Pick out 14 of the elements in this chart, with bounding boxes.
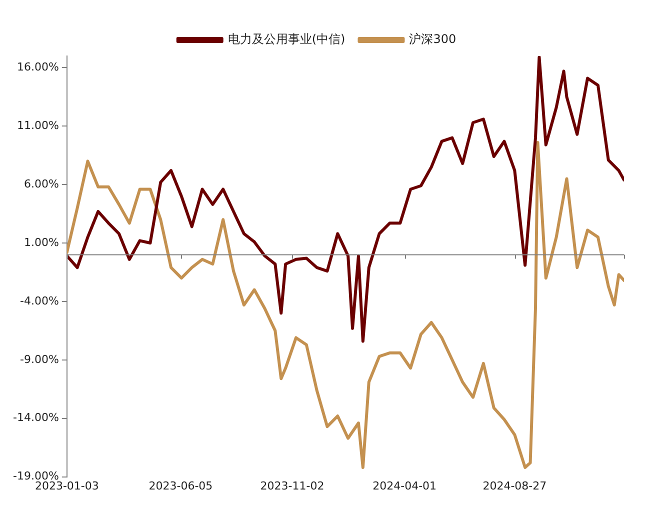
x-tick-label: 2024-08-27 [482,479,547,492]
legend-label: 沪深300 [409,32,456,46]
x-tick-label: 2023-06-05 [148,479,213,492]
y-tick-label: -14.00% [12,411,59,424]
x-tick-label: 2024-04-01 [372,479,437,492]
legend-label: 电力及公用事业(中信) [228,32,346,46]
y-tick-label: -4.00% [20,294,59,308]
y-tick-label: 16.00% [16,60,59,74]
y-tick-label: 11.00% [16,118,59,132]
y-tick-label: 6.00% [24,177,59,190]
y-tick-label: -9.00% [20,352,59,366]
x-tick-label: 2023-01-03 [34,479,99,492]
x-tick-label: 2023-11-02 [260,479,324,492]
y-tick-label: 1.00% [24,236,59,249]
